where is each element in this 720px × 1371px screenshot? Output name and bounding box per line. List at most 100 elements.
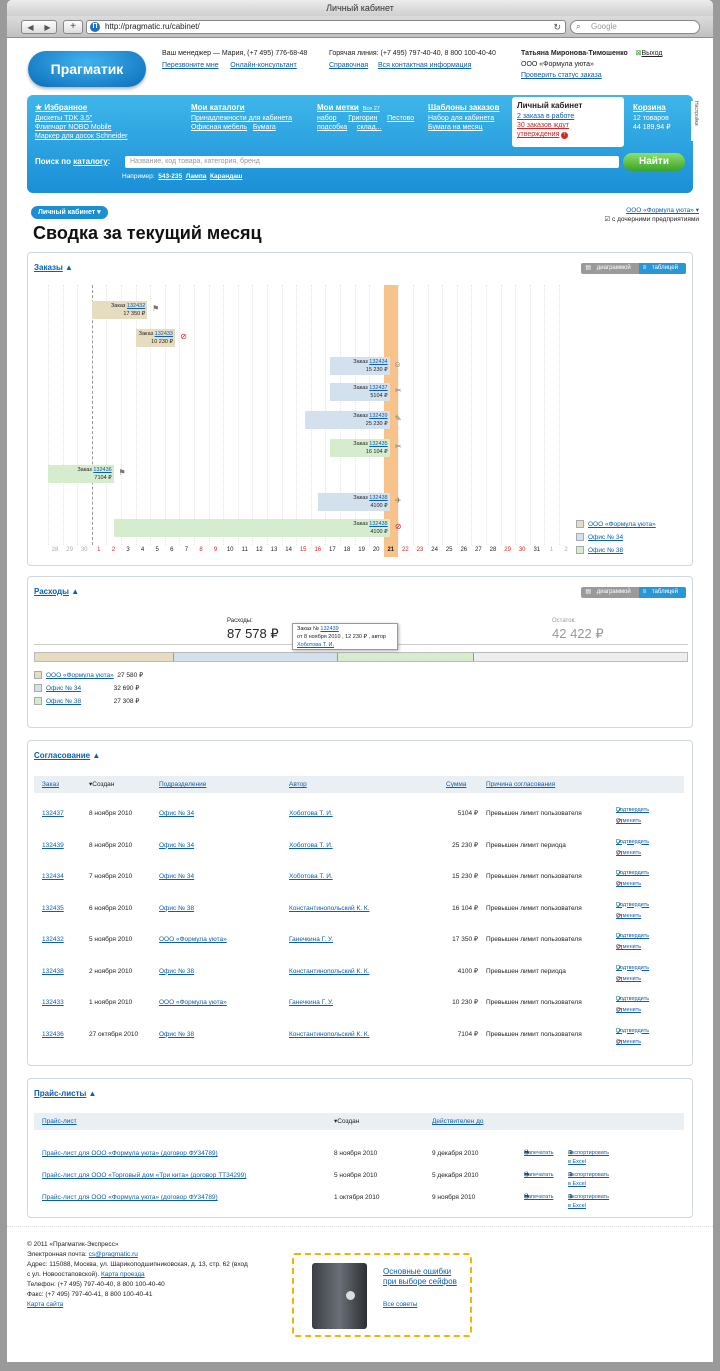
map-link[interactable]: Карта проезда <box>100 1271 145 1278</box>
favorite-item[interactable]: Дискеты TDK 3,5" <box>35 115 93 122</box>
contacts-link[interactable]: Вся контактная информация <box>377 62 472 69</box>
search-input[interactable]: Название, код товара, категория, бренд <box>125 156 619 168</box>
orders-title[interactable]: Заказы ▲ <box>34 263 73 272</box>
budget-segment-office34[interactable] <box>174 653 338 661</box>
approve-link[interactable]: Подтвердить <box>616 933 650 939</box>
cell-id[interactable]: 132435 <box>42 904 64 912</box>
cabinet-in-work-link[interactable]: 2 заказа в работе <box>517 113 575 120</box>
budget-segment-formula[interactable] <box>35 653 174 661</box>
cancel-link[interactable]: Отменить <box>616 1007 642 1013</box>
cell-id[interactable]: 132437 <box>42 810 64 817</box>
pricelist-link[interactable]: Прайс-лист для ООО «Торговый дом «Три ки… <box>42 1172 247 1179</box>
catalog-item[interactable]: Бумага <box>252 124 276 131</box>
approve-link[interactable]: Подтвердить <box>616 807 650 813</box>
approve-link[interactable]: Подтвердить <box>616 964 650 971</box>
catalog-item[interactable]: Принадлежности для кабинета <box>191 115 293 122</box>
templates-title[interactable]: Шаблоны заказов <box>428 103 500 112</box>
approve-link[interactable]: Подтвердить <box>616 901 650 908</box>
approval-title[interactable]: Согласование ▲ <box>34 751 101 760</box>
cell-dept[interactable]: Офис № 34 <box>159 841 195 849</box>
order-bar[interactable]: Заказ 132438 4100 ₽ ✈ <box>318 493 402 511</box>
order-link[interactable]: 132434 <box>369 359 388 365</box>
forward-icon[interactable]: ▶ <box>44 23 51 32</box>
check-order-link[interactable]: Проверить статус заказа <box>521 72 602 79</box>
cell-author[interactable]: Ганечкина Г. У. <box>289 999 334 1006</box>
example-link[interactable]: Карандаш <box>210 173 243 180</box>
example-link[interactable]: 543-235 <box>158 173 183 180</box>
cell-dept[interactable]: Офис № 34 <box>159 810 195 817</box>
cell-author[interactable]: Ганечкина Г. У. <box>289 936 334 943</box>
approve-link[interactable]: Подтвердить <box>616 996 650 1002</box>
tags-title[interactable]: Мои метки <box>317 103 359 112</box>
cancel-link[interactable]: Отменить <box>616 944 642 950</box>
cell-author[interactable]: Хоботова Т. И. <box>289 810 333 817</box>
tooltip-order-link[interactable]: 132439 <box>320 626 339 632</box>
cancel-link[interactable]: Отменить <box>616 849 642 856</box>
org-select[interactable]: ООО «Формула уюта» ▾ <box>626 207 699 214</box>
subsidiaries-checkbox[interactable]: ☑ <box>604 216 611 223</box>
table-toggle[interactable]: ≡ таблицей <box>638 587 686 598</box>
order-link[interactable]: 132433 <box>154 331 173 337</box>
col-sum[interactable]: Сумма <box>446 781 467 788</box>
approve-link[interactable]: Подтвердить <box>616 838 650 845</box>
pricelist-link[interactable]: Прайс-лист для ООО «Формула уюта» (догов… <box>42 1194 218 1201</box>
favorite-item[interactable]: Флипчарт NOBO Mobile <box>35 124 112 131</box>
col-reason[interactable]: Причина согласования <box>486 781 556 788</box>
catalog-link[interactable]: каталогу <box>73 157 108 166</box>
tags-all-link[interactable]: Все 27 <box>362 106 380 112</box>
favorites-title[interactable]: ★ Избранное <box>35 103 88 112</box>
new-tab-button[interactable]: + <box>63 20 83 34</box>
find-button[interactable]: Найти <box>623 153 685 171</box>
order-bar[interactable]: Заказ 132433 10 230 ₽ ⊘ <box>135 329 187 347</box>
cell-dept[interactable]: ООО «Формула уюта» <box>159 936 227 943</box>
cell-id[interactable]: 132432 <box>42 936 64 943</box>
order-link[interactable]: 132438 <box>369 495 388 501</box>
cell-dept[interactable]: ООО «Формула уюта» <box>159 999 227 1006</box>
cell-dept[interactable]: Офис № 38 <box>159 904 195 912</box>
reference-link[interactable]: Справочная <box>329 62 369 69</box>
all-tips-link[interactable]: Все советы <box>383 1301 418 1308</box>
approve-link[interactable]: Подтвердить <box>616 1027 650 1034</box>
expense-legend-name[interactable]: Офис № 38 <box>46 698 82 705</box>
col-author[interactable]: Автор <box>289 781 307 788</box>
consultant-link[interactable]: Онлайн-консультант <box>230 62 297 69</box>
cell-author[interactable]: Константинопольский К. К. <box>289 1030 370 1038</box>
back-icon[interactable]: ◀ <box>27 23 34 32</box>
cell-id[interactable]: 132433 <box>42 999 64 1006</box>
order-link[interactable]: 132435 <box>369 441 388 447</box>
col-order[interactable]: Заказ <box>42 781 60 788</box>
tag-item[interactable]: набор <box>317 115 337 122</box>
order-link[interactable]: 132436 <box>93 467 112 473</box>
expense-legend-name[interactable]: ООО «Формула уюта» <box>46 672 114 679</box>
cell-author[interactable]: Хоботова Т. И. <box>289 873 333 880</box>
cabinet-waiting-link[interactable]: 30 заказов ждут <box>517 122 570 129</box>
example-link[interactable]: Лампа <box>185 173 207 180</box>
order-bar[interactable]: Заказ 132438 4100 ₽ ⊘ <box>113 519 402 537</box>
cabinet-approval-link[interactable]: утверждения <box>517 131 560 138</box>
cell-author[interactable]: Константинопольский К. К. <box>289 967 370 975</box>
cabinet-dropdown[interactable]: Личный кабинет ▾ <box>31 206 108 219</box>
col-created[interactable]: ▾Создан <box>89 781 115 788</box>
col-pl-created[interactable]: ▾Создан <box>334 1118 360 1125</box>
pricelist-link[interactable]: Прайс-лист для ООО «Формула уюта» (догов… <box>42 1150 218 1157</box>
budget-segment-office38[interactable] <box>338 653 474 661</box>
cell-dept[interactable]: Офис № 38 <box>159 1030 195 1038</box>
order-bar[interactable]: Заказ 132435 16 104 ₽ ✂ <box>329 439 402 457</box>
approve-link[interactable]: Подтвердить <box>616 870 650 876</box>
order-bar[interactable]: Заказ 132437 5104 ₽ ✂ <box>329 383 402 401</box>
cell-author[interactable]: Константинопольский К. К. <box>289 904 370 912</box>
cart-title[interactable]: Корзина <box>633 103 666 112</box>
tooltip-author-link[interactable]: Хоботова Т. И. <box>297 642 335 648</box>
tag-item[interactable]: Пестово <box>387 115 415 122</box>
order-link[interactable]: 132432 <box>126 303 146 309</box>
expenses-title[interactable]: Расходы ▲ <box>34 587 80 596</box>
order-link[interactable]: 132439 <box>369 413 388 419</box>
excel-link[interactable]: Экспортировать в Excel <box>568 1172 610 1187</box>
reload-icon[interactable]: ↻ <box>553 22 561 32</box>
email-link[interactable]: cs@pragmatic.ru <box>88 1251 138 1258</box>
cancel-link[interactable]: Отменить <box>616 912 642 919</box>
order-link[interactable]: 132438 <box>369 521 388 527</box>
cell-author[interactable]: Хоботова Т. И. <box>289 841 333 849</box>
order-link[interactable]: 132437 <box>369 385 388 391</box>
cell-id[interactable]: 132434 <box>42 873 64 880</box>
